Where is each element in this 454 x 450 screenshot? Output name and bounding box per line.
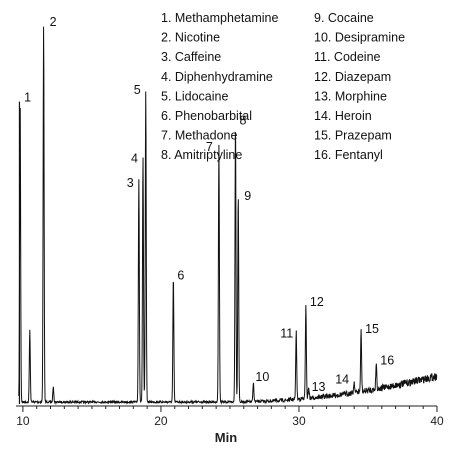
legend-entry: 9. Cocaine: [314, 11, 374, 25]
peak-label: 5: [134, 83, 141, 97]
x-tick-label: 40: [430, 414, 444, 428]
legend-entry: 16. Fentanyl: [314, 148, 383, 162]
legend-entry: 5. Lidocaine: [161, 89, 228, 103]
legend-entry: 7. Methadone: [161, 129, 237, 143]
chromatogram-line: [18, 26, 438, 405]
peak-label: 13: [312, 380, 326, 394]
legend-entry: 2. Nicotine: [161, 31, 220, 45]
legend-entry: 10. Desipramine: [314, 31, 405, 45]
peak-label: 6: [177, 268, 184, 282]
peak-label: 14: [335, 372, 349, 386]
x-tick-label: 20: [154, 414, 168, 428]
legend-entry: 1. Methamphetamine: [161, 11, 278, 25]
peak-label: 3: [127, 176, 134, 190]
legend-entry: 3. Caffeine: [161, 50, 221, 64]
legend-entry: 8. Amitriptyline: [161, 148, 242, 162]
peak-label: 7: [206, 140, 213, 154]
peak-label: 9: [244, 189, 251, 203]
peak-label: 12: [310, 295, 324, 309]
legend-entry: 14. Heroin: [314, 109, 372, 123]
x-axis-ticks: 10 20 30 40: [16, 406, 444, 428]
peak-label: 11: [280, 326, 293, 340]
legend-entry: 15. Prazepam: [314, 129, 392, 143]
legend-entry: 11. Codeine: [314, 50, 381, 64]
x-tick-label: 30: [292, 414, 306, 428]
legend-entry: 13. Morphine: [314, 89, 387, 103]
peak-label: 10: [255, 370, 269, 384]
legend-entry: 4. Diphenhydramine: [161, 70, 273, 84]
legend-entry: 12. Diazepam: [314, 70, 391, 84]
peak-label: 16: [380, 354, 394, 368]
chromatogram-trace: [18, 26, 438, 405]
x-axis-title: Min: [215, 430, 237, 445]
x-tick-label: 10: [16, 414, 30, 428]
peak-label: 15: [365, 322, 379, 336]
peak-label: 2: [50, 15, 57, 29]
peak-label: 4: [131, 151, 138, 165]
legend-entry: 6. Phenobarbital: [161, 109, 252, 123]
peak-label: 8: [240, 113, 247, 127]
peak-label: 1: [24, 91, 31, 105]
legend: 1. Methamphetamine 2. Nicotine 3. Caffeine…: [161, 11, 405, 162]
